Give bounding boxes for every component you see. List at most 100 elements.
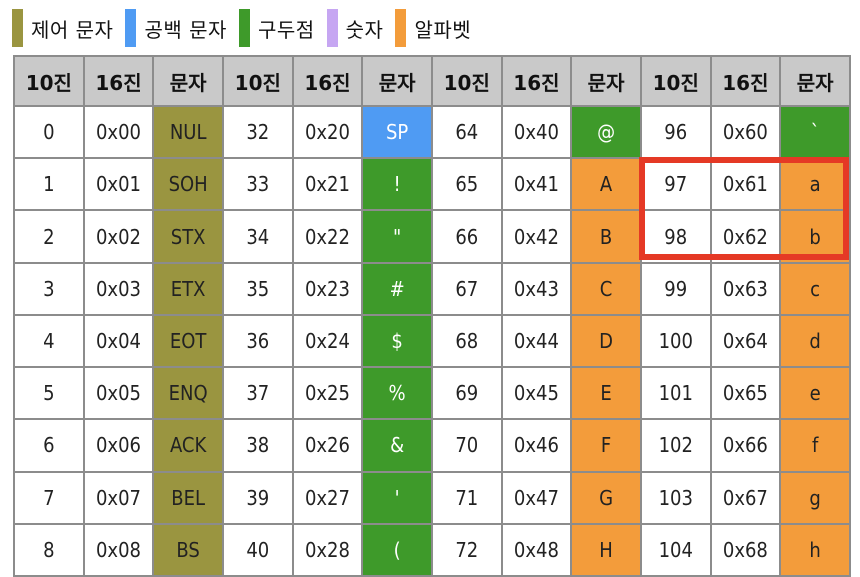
table-cell: 67 [430, 261, 503, 316]
column-header: 문자 [779, 55, 851, 107]
table-cell: 0x02 [82, 209, 155, 264]
table-cell: 0x64 [709, 313, 782, 369]
table-cell: 65 [430, 157, 503, 212]
table-cell: 72 [430, 522, 503, 577]
table-cell: " [361, 209, 433, 264]
table-cell: ( [361, 522, 433, 577]
table-cell: 0x46 [500, 418, 573, 473]
table-cell: STX [152, 209, 224, 264]
table-cell: 40 [221, 522, 294, 577]
table-cell: 0x61 [709, 157, 782, 212]
table-cell: 66 [430, 209, 503, 264]
table-cell: g [779, 470, 851, 525]
column-header: 10진 [221, 55, 294, 107]
table-cell: ! [361, 157, 433, 212]
table-row: 2 0x02 STX 34 0x22 " 66 0x42 B 98 0x62 b [13, 209, 851, 264]
table-cell: 36 [221, 313, 294, 369]
table-cell: % [361, 366, 433, 421]
table-cell: c [779, 261, 851, 316]
column-header: 16진 [82, 55, 155, 107]
table-cell: D [570, 313, 642, 369]
table-cell: 0x63 [709, 261, 782, 316]
table-cell: 37 [221, 366, 294, 421]
table-cell: 0x42 [500, 209, 573, 264]
column-header: 16진 [500, 55, 573, 107]
legend-swatch [238, 9, 250, 47]
table-cell: 0x67 [709, 470, 782, 525]
table-cell: 34 [221, 209, 294, 264]
legend-item-digit: 숫자 [326, 9, 384, 47]
table-cell: d [779, 313, 851, 369]
table-cell: 0x03 [82, 261, 155, 316]
table-cell: 1 [13, 157, 85, 212]
table-cell: b [779, 209, 851, 264]
table-cell: h [779, 522, 851, 577]
table-row: 8 0x08 BS 40 0x28(72 0x48 H 104 0x68 h [13, 522, 851, 577]
table-cell: 97 [639, 157, 712, 212]
column-header: 문자 [152, 55, 224, 107]
table-cell: 0x48 [500, 522, 573, 577]
table-cell: 33 [221, 157, 294, 212]
table-row: 7 0x07 BEL 39 0x27 ' 71 0x47 G 103 0x67 g [13, 470, 851, 525]
legend-swatch [326, 9, 338, 47]
table-cell: 4 [13, 313, 85, 369]
legend-label: 공백 문자 [144, 17, 227, 42]
table-cell: ETX [152, 261, 224, 316]
table-cell: 0x40 [500, 104, 573, 160]
table-cell: @ [570, 104, 642, 160]
table-cell: 2 [13, 209, 85, 264]
table-row: 3 0x03 ETX 35 0x23 #67 0x43 C 99 0x63 c [13, 261, 851, 316]
table-cell: 38 [221, 418, 294, 473]
table-cell: ' [361, 470, 433, 525]
table-cell: SOH [152, 157, 224, 212]
table-cell: 0x08 [82, 522, 155, 577]
table-cell: 0x27 [291, 470, 364, 525]
column-header: 16진 [709, 55, 782, 107]
table-cell: 0x62 [709, 209, 782, 264]
legend-label: 제어 문자 [31, 17, 114, 42]
table-cell: 0x47 [500, 470, 573, 525]
table-cell: a [779, 157, 851, 212]
table-cell: 0x28 [291, 522, 364, 577]
table-cell: EOT [152, 313, 224, 369]
legend-label: 알파벳 [414, 17, 472, 42]
table-cell: 0x43 [500, 261, 573, 316]
table-cell: 96 [639, 104, 712, 160]
table-cell: 39 [221, 470, 294, 525]
table-row: 4 0x04 EOT 36 0x24 $68 0x44 D 100 0x64 d [13, 313, 851, 369]
column-header: 10진 [13, 55, 85, 107]
table-cell: f [779, 418, 851, 473]
legend: 제어 문자 공백 문자 구두점 숫자 알파벳 [12, 6, 483, 50]
legend-swatch [125, 9, 137, 47]
table-cell: 0x01 [82, 157, 155, 212]
legend-label: 구두점 [257, 17, 315, 42]
table-cell: 0x07 [82, 470, 155, 525]
table-cell: BS [152, 522, 224, 577]
table-cell: 0x65 [709, 366, 782, 421]
table-cell: e [779, 366, 851, 421]
table-cell: 0x24 [291, 313, 364, 369]
table-cell: 5 [13, 366, 85, 421]
table-cell: 6 [13, 418, 85, 473]
table-cell: 64 [430, 104, 503, 160]
table-cell: 0 [13, 104, 85, 160]
legend-item-punctuation: 구두점 [238, 9, 315, 47]
column-header: 10진 [430, 55, 503, 107]
table-cell: SP [361, 104, 433, 160]
table-cell: 0x22 [291, 209, 364, 264]
column-header: 문자 [570, 55, 642, 107]
table-body: 0 0x00 NUL 32 0x20 SP 64 0x40 @96 0x60 ` 1 0x01 SOH 33… [13, 104, 851, 577]
table-cell: 0x66 [709, 418, 782, 473]
table-cell: 69 [430, 366, 503, 421]
table-cell: ACK [152, 418, 224, 473]
table-cell: ENQ [152, 366, 224, 421]
table-cell: 0x21 [291, 157, 364, 212]
table-cell: 103 [639, 470, 712, 525]
legend-item-space: 공백 문자 [125, 9, 226, 47]
table-cell: 101 [639, 366, 712, 421]
table-cell: 0x60 [709, 104, 782, 160]
table-cell: 68 [430, 313, 503, 369]
table-cell: 32 [221, 104, 294, 160]
table-row: 6 0x06 ACK 38 0x26 & 70 0x46 F 102 0x66 f [13, 418, 851, 473]
table-cell: F [570, 418, 642, 473]
